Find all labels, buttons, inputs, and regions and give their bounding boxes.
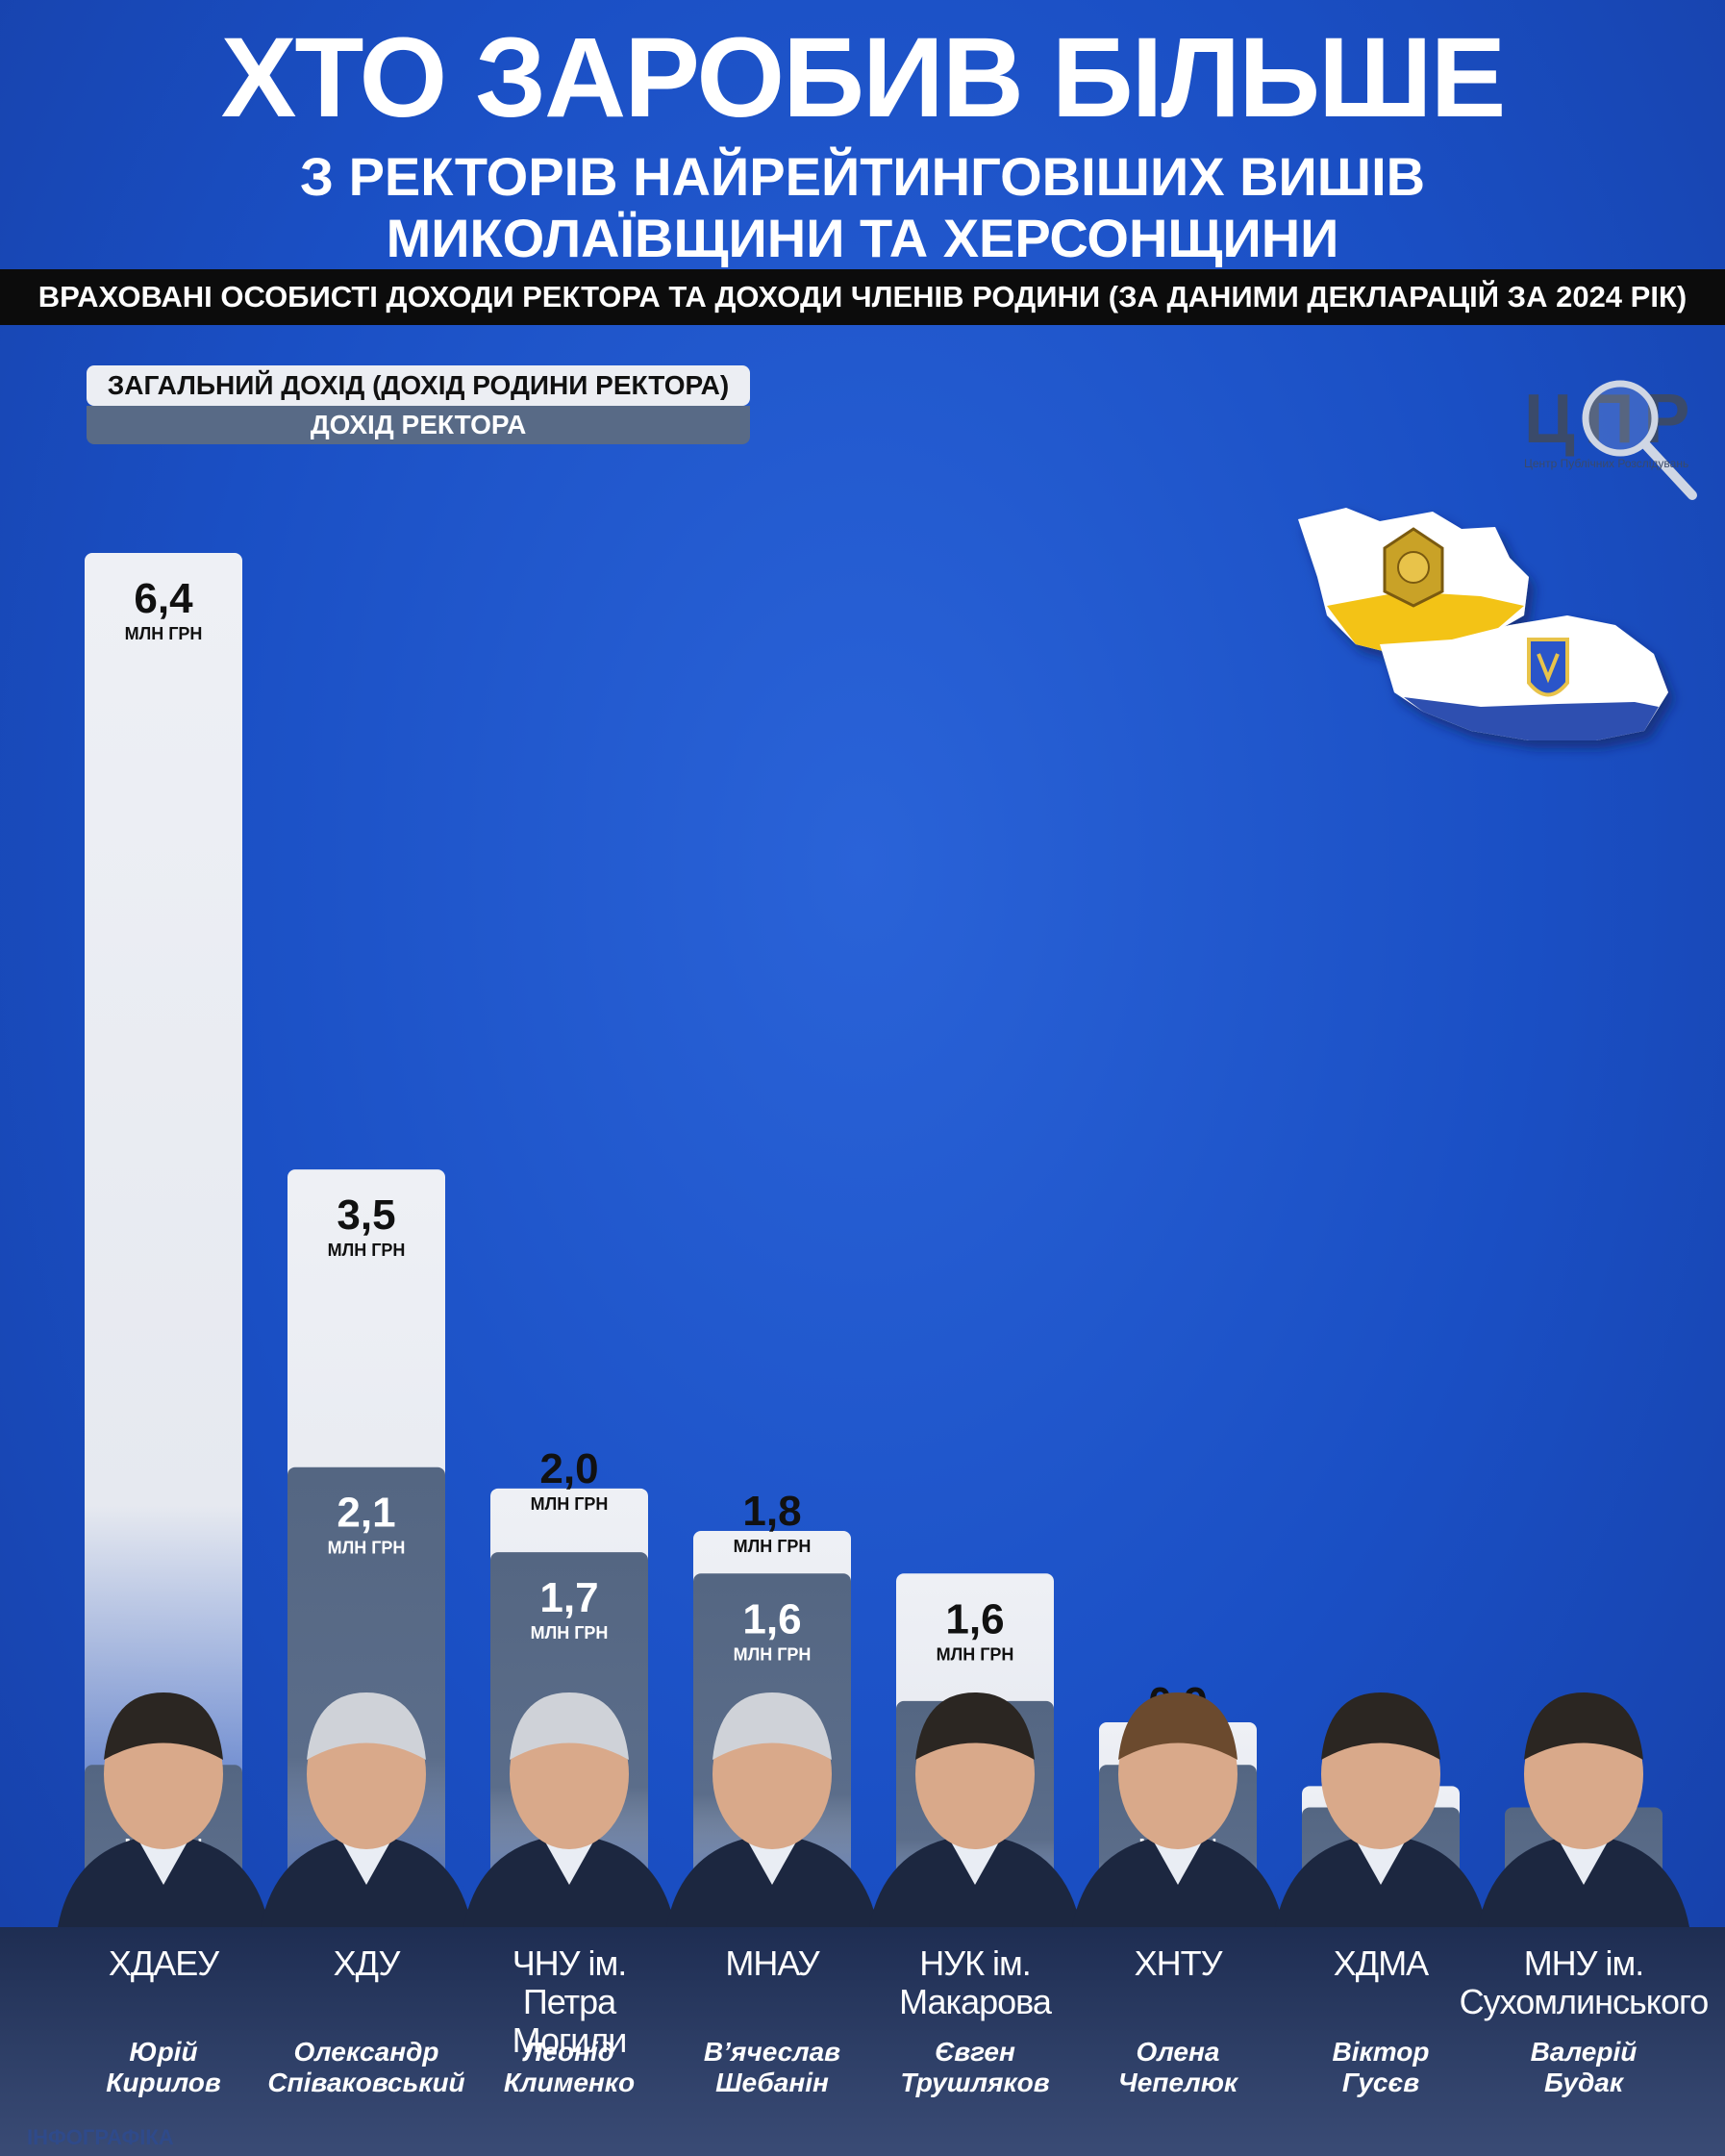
- category-label: ХДУ: [333, 1943, 401, 1983]
- rector-name: Валерій Будак: [1483, 2037, 1685, 2098]
- coat-of-arms-icon: [1383, 527, 1444, 608]
- cpr-logo: ЦПР Центр Публічних Розслідувань: [1524, 375, 1716, 510]
- region-map-icon: [1288, 500, 1692, 789]
- rector-label-1-unit: МЛН ГРН: [328, 1539, 406, 1558]
- rector-last-name: Співаковський: [267, 2068, 465, 2097]
- category-label: ХНТУ: [1134, 1943, 1223, 1983]
- total-label-1-unit: МЛН ГРН: [328, 1241, 406, 1260]
- total-label-2-value: 2,0: [539, 1445, 598, 1492]
- shield-icon: [1527, 638, 1569, 697]
- rector-first-name: Юрій: [129, 2037, 198, 2067]
- bar-total-0: [85, 553, 242, 1914]
- subtitle-line-2: МИКОЛАЇВЩИНИ ТА ХЕРСОНЩИНИ: [386, 208, 1339, 268]
- rector-label-3-value: 1,6: [742, 1595, 801, 1642]
- rector-first-name: Олександр: [293, 2037, 439, 2067]
- total-label-4-value: 1,6: [945, 1595, 1004, 1642]
- rector-name: В’ячеслав Шебанін: [671, 2037, 873, 2098]
- rector-first-name: В’ячеслав: [703, 2037, 841, 2067]
- category-label: НУК ім. Макарова: [899, 1943, 1052, 2021]
- rector-label-1-value: 2,1: [337, 1490, 395, 1537]
- rector-name: Олена Чепелюк: [1077, 2037, 1279, 2098]
- rector-label-2-unit: МЛН ГРН: [531, 1623, 609, 1642]
- category-label: МНАУ: [725, 1943, 819, 1983]
- total-label-3-unit: МЛН ГРН: [734, 1537, 812, 1556]
- rector-last-name: Гусєв: [1341, 2068, 1420, 2097]
- legend-rector-income: ДОХІД РЕКТОРА: [87, 406, 750, 444]
- rector-first-name: Валерій: [1530, 2037, 1638, 2067]
- rector-name: Юрій Кирилов: [62, 2037, 264, 2098]
- total-label-1-value: 3,5: [337, 1191, 395, 1239]
- total-label-3-value: 1,8: [742, 1488, 801, 1535]
- category-label: ХДМА: [1333, 1943, 1429, 1983]
- total-label-2-unit: МЛН ГРН: [531, 1494, 609, 1514]
- total-label-0-unit: МЛН ГРН: [125, 624, 203, 643]
- rector-first-name: Олена: [1136, 2037, 1220, 2067]
- rector-name: Олександр Співаковський: [265, 2037, 467, 2098]
- rector-last-name: Чепелюк: [1117, 2068, 1238, 2097]
- rector-name: Леонід Клименко: [468, 2037, 670, 2098]
- rector-last-name: Будак: [1543, 2068, 1624, 2097]
- subtitle-line-1: З РЕКТОРІВ НАЙРЕЙТИНГОВІШИХ ВИШІВ: [299, 146, 1426, 207]
- rector-last-name: Клименко: [503, 2068, 636, 2097]
- logo-text: ЦПР: [1524, 381, 1699, 458]
- category-label: ХДАЕУ: [108, 1943, 219, 1983]
- logo-caption: Центр Публічних Розслідувань: [1524, 457, 1688, 470]
- total-label-4-unit: МЛН ГРН: [937, 1644, 1014, 1664]
- rector-label-2-value: 1,7: [539, 1574, 598, 1621]
- rector-last-name: Шебанін: [715, 2068, 829, 2097]
- rector-last-name: Трушляков: [900, 2068, 1050, 2097]
- page-subtitle: З РЕКТОРІВ НАЙРЕЙТИНГОВІШИХ ВИШІВ МИКОЛА…: [0, 146, 1725, 269]
- category-label: ЧНУ ім. Петра Могили: [512, 1943, 628, 2060]
- rector-name: Віктор Гусєв: [1280, 2037, 1482, 2098]
- category-label: МНУ ім. Сухомлинського: [1459, 1943, 1710, 2021]
- note-stripe: ВРАХОВАНІ ОСОБИСТІ ДОХОДИ РЕКТОРА ТА ДОХ…: [0, 269, 1725, 325]
- rector-first-name: Віктор: [1332, 2037, 1430, 2067]
- page-title: ХТО ЗАРОБИВ БІЛЬШЕ: [220, 14, 1507, 141]
- rector-name: Євген Трушляков: [874, 2037, 1076, 2098]
- total-label-0-value: 6,4: [134, 575, 193, 622]
- rector-first-name: Леонід: [523, 2037, 615, 2067]
- footer-label: ІНФОГРАФІКА: [27, 2125, 174, 2149]
- rector-first-name: Євген: [935, 2037, 1015, 2067]
- legend-total-income: ЗАГАЛЬНИЙ ДОХІД (ДОХІД РОДИНИ РЕКТОРА): [87, 365, 750, 406]
- rector-last-name: Кирилов: [106, 2068, 221, 2097]
- bottom-band: [0, 1927, 1725, 2156]
- rector-label-3-unit: МЛН ГРН: [734, 1644, 812, 1664]
- magnifier-icon: [1582, 380, 1659, 457]
